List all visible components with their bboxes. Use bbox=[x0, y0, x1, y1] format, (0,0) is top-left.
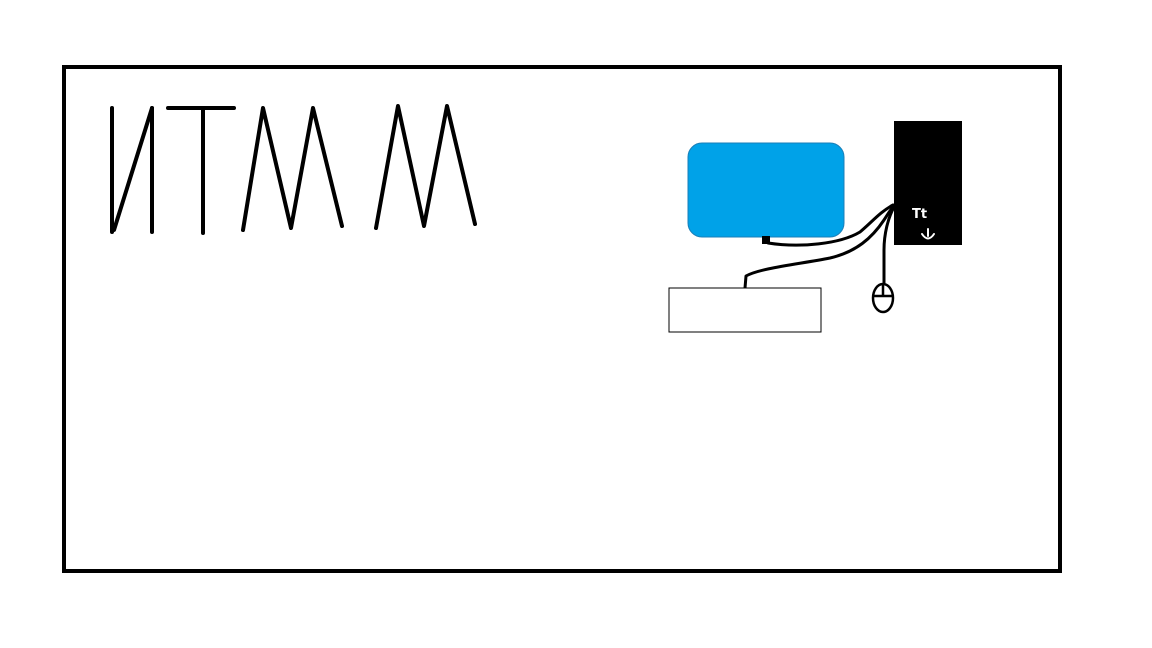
title-letter-3 bbox=[241, 106, 344, 232]
handwritten-title bbox=[110, 104, 477, 235]
mouse-cable bbox=[882, 205, 896, 286]
computer-tower bbox=[894, 121, 962, 245]
title-letter-1-diag bbox=[112, 106, 154, 232]
mouse-icon bbox=[871, 282, 895, 314]
title-letter-4 bbox=[374, 104, 477, 230]
monitor-connector bbox=[762, 236, 770, 244]
canvas-border bbox=[62, 65, 1062, 573]
cables bbox=[743, 203, 896, 290]
mouse-buttons bbox=[873, 284, 893, 298]
tower-label: Tt bbox=[912, 207, 927, 222]
keyboard bbox=[668, 287, 822, 333]
keyboard-cable bbox=[743, 204, 896, 290]
power-icon bbox=[921, 228, 935, 240]
monitor-screen bbox=[687, 142, 845, 238]
monitor-cable bbox=[766, 203, 895, 247]
